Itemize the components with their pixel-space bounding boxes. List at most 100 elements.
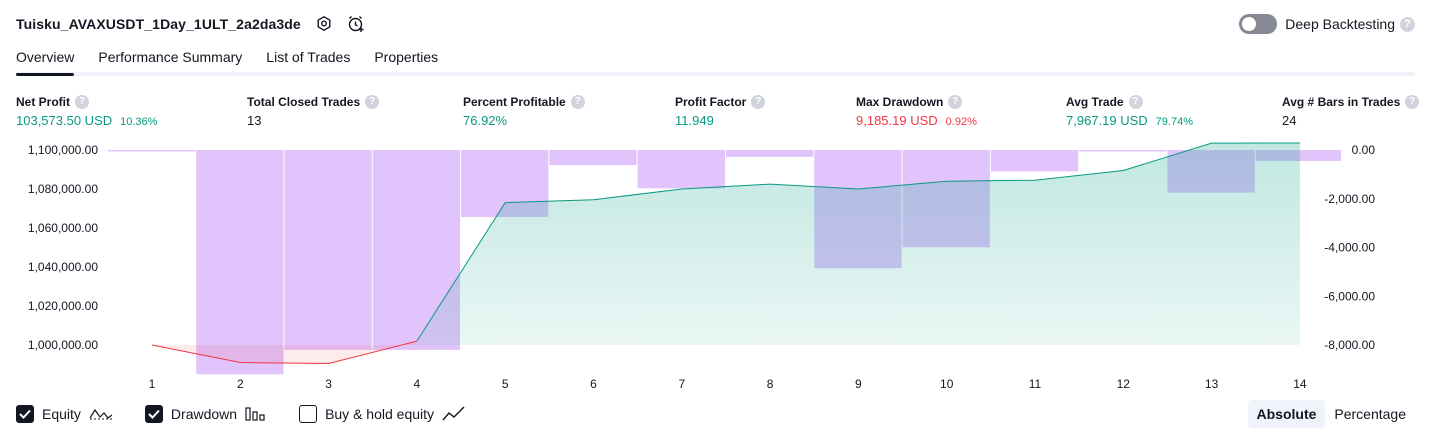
equity-area bbox=[416, 142, 1300, 345]
left-tick-label: 1,100,000.00 bbox=[28, 143, 98, 157]
x-tick-label: 10 bbox=[940, 377, 954, 391]
right-tick-label: -8,000.00 bbox=[1324, 338, 1375, 352]
tab-performance-summary[interactable]: Performance Summary bbox=[98, 49, 243, 65]
tab-list-of-trades[interactable]: List of Trades bbox=[266, 49, 351, 65]
drawdown-bar bbox=[725, 150, 814, 157]
legend-equity[interactable]: Equity bbox=[16, 405, 113, 423]
deep-backtesting: Deep Backtesting ? bbox=[1239, 12, 1415, 36]
drawdown-bar bbox=[549, 150, 637, 166]
drawdown-bar bbox=[637, 150, 725, 189]
stat-percent: 0.92% bbox=[945, 116, 977, 128]
x-tick-label: 9 bbox=[855, 377, 862, 391]
deep-backtesting-toggle[interactable] bbox=[1239, 14, 1278, 34]
below-start-line bbox=[151, 340, 418, 365]
deep-backtesting-label: Deep Backtesting bbox=[1285, 16, 1395, 32]
left-axis: 1,100,000.00 1,080,000.00 1,060,000.00 1,04… bbox=[28, 143, 98, 352]
x-tick-label: 14 bbox=[1293, 377, 1307, 391]
equity-line bbox=[416, 142, 1300, 342]
stat-avg-trade: Avg Trade? 7,967.19 USD 79.74% bbox=[1066, 93, 1193, 130]
drawdown-bar bbox=[1079, 150, 1167, 152]
info-icon[interactable]: ? bbox=[948, 94, 963, 109]
right-tick-label: -6,000.00 bbox=[1324, 289, 1375, 303]
right-tick-label: -2,000.00 bbox=[1324, 192, 1375, 206]
legend-buy-hold-label: Buy & hold equity bbox=[325, 406, 435, 422]
info-icon[interactable]: ? bbox=[1128, 94, 1143, 109]
drawdown-bar bbox=[196, 150, 284, 375]
x-tick-label: 12 bbox=[1117, 377, 1131, 391]
drawdown-bar bbox=[990, 150, 1079, 172]
stat-value: 103,573.50 USD bbox=[16, 113, 113, 128]
equity-checkbox[interactable] bbox=[16, 405, 34, 423]
stat-max-drawdown: Max Drawdown? 9,185.19 USD 0.92% bbox=[856, 93, 977, 130]
x-tick-label: 1 bbox=[149, 377, 156, 391]
legend-drawdown[interactable]: Drawdown bbox=[144, 405, 267, 423]
x-tick-label: 6 bbox=[590, 377, 597, 391]
stat-label: Avg # Bars in Trades bbox=[1282, 94, 1401, 109]
stat-value: 24 bbox=[1282, 113, 1297, 128]
stat-label: Avg Trade bbox=[1066, 94, 1124, 109]
left-tick-label: 1,000,000.00 bbox=[28, 338, 98, 352]
x-tick-label: 5 bbox=[502, 377, 509, 391]
info-icon[interactable]: ? bbox=[570, 94, 585, 109]
stat-label: Net Profit bbox=[16, 94, 70, 109]
settings-gear-icon[interactable] bbox=[313, 13, 335, 35]
strategy-header: Tuisku_AVAXUSDT_1Day_1ULT_2a2da3de bbox=[16, 12, 367, 36]
info-icon[interactable]: ? bbox=[75, 94, 89, 109]
scale-toggle: Absolute Percentage bbox=[1247, 400, 1416, 428]
stat-value: 7,967.19 USD bbox=[1066, 113, 1148, 128]
info-icon[interactable]: ? bbox=[1405, 94, 1420, 109]
stat-percent: 79.74% bbox=[1155, 116, 1193, 128]
stat-value: 13 bbox=[247, 113, 262, 128]
equity-line-icon bbox=[89, 406, 113, 422]
stat-profit-factor: Profit Factor? 11.949 bbox=[675, 93, 766, 130]
info-icon[interactable]: ? bbox=[751, 94, 766, 109]
stat-label: Profit Factor bbox=[675, 94, 747, 109]
right-axis: 0.00 -2,000.00 -4,000.00 -6,000.00 -8,000.00 bbox=[1324, 143, 1375, 352]
chart-legend: Equity Drawdown Buy & hold equity bbox=[16, 404, 498, 424]
x-tick-label: 11 bbox=[1029, 377, 1042, 391]
left-tick-label: 1,080,000.00 bbox=[28, 182, 98, 196]
left-tick-label: 1,020,000.00 bbox=[28, 299, 98, 313]
stat-net-profit: Net Profit? 103,573.50 USD 10.36% bbox=[16, 93, 157, 130]
x-tick-label: 8 bbox=[767, 377, 774, 391]
add-alert-clock-icon[interactable] bbox=[345, 13, 367, 35]
x-tick-label: 13 bbox=[1205, 377, 1219, 391]
stat-label: Percent Profitable bbox=[463, 94, 566, 109]
strategy-title: Tuisku_AVAXUSDT_1Day_1ULT_2a2da3de bbox=[16, 16, 301, 32]
x-tick-label: 3 bbox=[325, 377, 332, 391]
x-tick-label: 4 bbox=[414, 377, 421, 391]
x-tick-label: 2 bbox=[237, 377, 244, 391]
help-icon[interactable]: ? bbox=[1400, 16, 1415, 32]
right-tick-label: 0.00 bbox=[1352, 143, 1376, 157]
info-icon[interactable]: ? bbox=[365, 94, 380, 109]
stat-value: 9,185.19 USD bbox=[856, 113, 938, 128]
equity-series bbox=[151, 142, 1300, 365]
x-axis: 1 2 3 4 5 6 7 8 9 10 11 12 13 14 bbox=[149, 377, 1307, 391]
buy-hold-checkbox[interactable] bbox=[299, 405, 318, 423]
equity-drawdown-chart[interactable]: 1,100,000.00 1,080,000.00 1,060,000.00 1,04… bbox=[0, 140, 1431, 398]
legend-equity-label: Equity bbox=[42, 406, 81, 422]
buy-hold-line-icon bbox=[442, 406, 466, 422]
right-tick-label: -4,000.00 bbox=[1324, 241, 1375, 255]
stat-label: Max Drawdown bbox=[856, 94, 944, 109]
left-tick-label: 1,060,000.00 bbox=[28, 221, 98, 235]
left-tick-label: 1,040,000.00 bbox=[28, 260, 98, 274]
x-tick-label: 7 bbox=[678, 377, 685, 391]
legend-drawdown-label: Drawdown bbox=[170, 406, 238, 422]
absolute-button[interactable]: Absolute bbox=[1247, 400, 1326, 428]
percentage-button[interactable]: Percentage bbox=[1334, 406, 1406, 422]
report-tabs: Overview Performance Summary List of Tra… bbox=[16, 46, 1415, 76]
drawdown-checkbox[interactable] bbox=[144, 405, 163, 423]
drawdown-bar bbox=[108, 150, 196, 152]
stat-percent: 10.36% bbox=[120, 116, 158, 128]
tab-overview[interactable]: Overview bbox=[16, 46, 75, 76]
stat-value: 76.92% bbox=[463, 113, 508, 128]
stat-avg-bars-in-trades: Avg # Bars in Trades? 24 bbox=[1282, 93, 1420, 130]
stat-total-closed-trades: Total Closed Trades? 13 bbox=[247, 93, 380, 130]
tab-properties[interactable]: Properties bbox=[374, 49, 439, 65]
legend-buy-hold[interactable]: Buy & hold equity bbox=[299, 405, 466, 423]
drawdown-bars-icon bbox=[245, 406, 267, 422]
stat-label: Total Closed Trades bbox=[247, 94, 361, 109]
drawdown-bar bbox=[284, 150, 372, 350]
stat-value: 11.949 bbox=[675, 113, 714, 128]
